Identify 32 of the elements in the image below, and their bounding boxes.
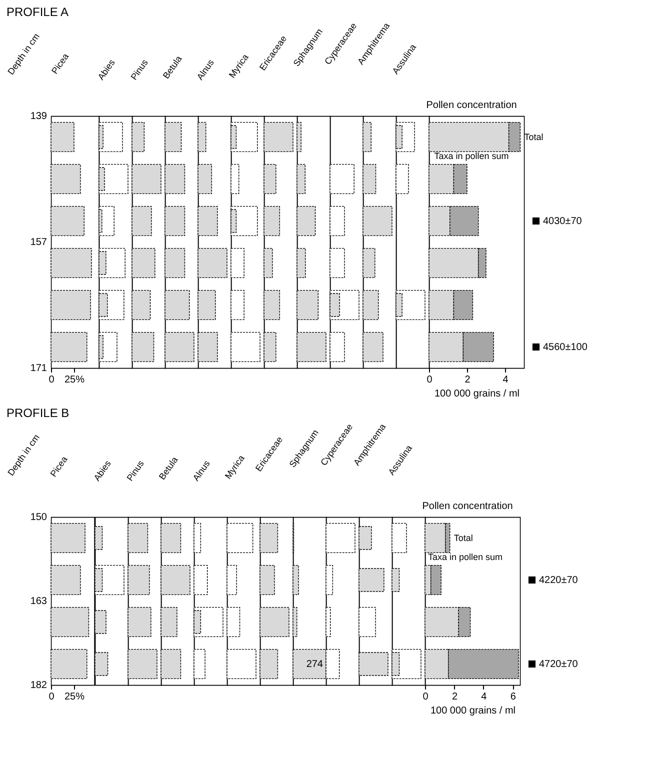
x-tick-label: 25% [64,374,85,386]
text: 139 [30,111,48,122]
x-tick-label: 4 [502,374,509,386]
x-axis-title: 100 000 grains / ml [430,706,516,716]
text: 163 [30,596,48,607]
text: 4560±100 [543,342,588,353]
series-label: Taxa in pollen sum [434,151,509,162]
x-axis-title: 100 000 grains / ml [434,388,520,400]
series-label: Total [524,132,544,142]
series-label: Total [454,533,473,543]
x-tick-label: 2 [452,692,458,702]
x-tick-label: 2 [464,374,471,386]
x-tick-label: 0 [426,374,433,386]
text: 150 [30,512,48,523]
x-tick-label: 25% [64,692,85,702]
x-tick-label: 0 [422,692,429,702]
text: PROFILE A [6,5,69,20]
text: 182 [30,680,48,691]
series-label: Taxa in pollen sum [428,552,503,562]
chart-title: Pollen concentration [422,501,513,512]
text: 4220±70 [539,575,578,586]
text: 157 [30,237,48,248]
x-tick-label: 4 [481,692,488,702]
text: 4030±70 [543,216,582,227]
text: 4720±70 [539,659,578,670]
data-label: 274 [306,659,324,670]
chart-title: Pollen concentration [426,100,517,111]
x-tick-label: 6 [510,692,516,702]
x-tick-label: 0 [48,692,55,702]
text: PROFILE B [6,406,70,420]
x-tick-label: 0 [48,374,55,386]
text: 171 [30,363,48,374]
